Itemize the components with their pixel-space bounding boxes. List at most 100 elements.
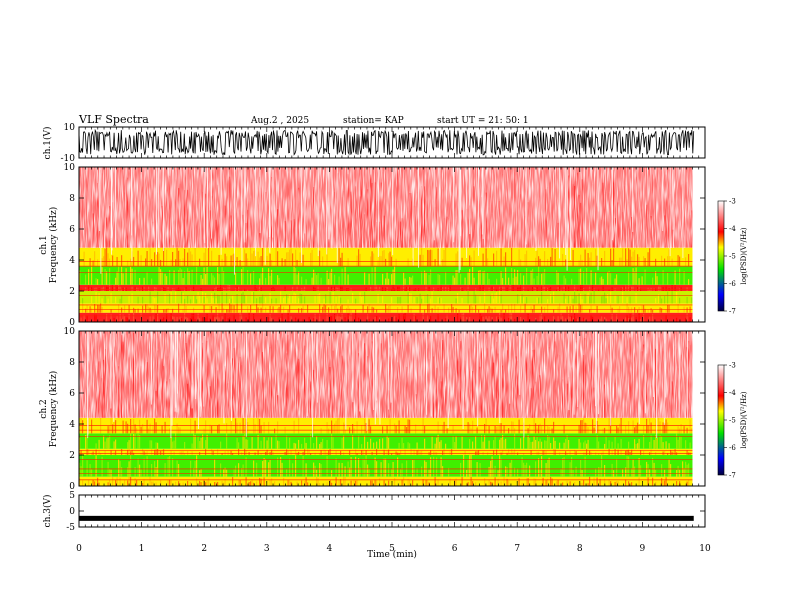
- spectrogram-streak: [580, 304, 582, 313]
- spectrogram-streak: [578, 303, 580, 313]
- spectrogram-streak: [113, 441, 115, 449]
- spectrogram-streak: [587, 292, 589, 304]
- spectrogram-streak: [320, 277, 322, 285]
- spectrogram-streak: [575, 318, 577, 322]
- spectrogram-streak: [461, 257, 463, 267]
- spectrogram-streak: [628, 285, 630, 291]
- spectrogram-streak: [422, 479, 424, 486]
- spectrogram-streak: [386, 286, 388, 291]
- spectrogram-streak: [604, 292, 606, 304]
- spectrogram-streak: [571, 315, 573, 322]
- spectrogram-streak: [499, 286, 501, 291]
- spectrogram-streak: [152, 314, 154, 322]
- spectrogram-streak: [580, 459, 582, 477]
- spectrogram-streak: [437, 248, 439, 267]
- spectrogram-streak: [463, 313, 465, 322]
- spectrogram-streak: [361, 425, 363, 434]
- spectrogram-streak: [190, 418, 192, 434]
- spectrogram-streak: [626, 314, 628, 322]
- spectrogram-streak: [151, 309, 153, 313]
- spectrogram-streak: [161, 450, 163, 455]
- spectrogram-streak: [511, 268, 513, 285]
- spectrogram-streak: [275, 434, 277, 449]
- spectrogram-streak: [467, 422, 469, 434]
- spectrogram-streak: [482, 285, 484, 291]
- spectrogram-streak: [580, 442, 582, 449]
- spectrogram-streak: [623, 286, 625, 291]
- spectrogram-streak: [625, 285, 627, 291]
- spectrogram-streak: [665, 419, 667, 434]
- spectrogram-streak: [637, 443, 639, 449]
- spectrogram-streak: [614, 448, 616, 455]
- spectrogram-streak: [107, 298, 109, 304]
- spectrogram-streak: [236, 303, 238, 313]
- spectrogram-streak: [88, 449, 90, 455]
- spectrogram-streak: [545, 450, 547, 455]
- spectrogram-streak: [446, 314, 448, 322]
- spectrogram-streak: [302, 319, 304, 322]
- spectrogram-streak: [137, 296, 139, 304]
- spectrogram-streak: [359, 292, 361, 304]
- spectrogram-streak: [356, 453, 358, 455]
- spectrogram-streak: [142, 483, 144, 486]
- spectrogram-streak: [350, 313, 352, 322]
- spectrogram-streak: [443, 304, 445, 313]
- spectrogram-streak: [602, 295, 604, 304]
- spectrogram-streak: [296, 481, 298, 486]
- spectrogram-streak: [625, 479, 627, 486]
- spectrogram-streak: [514, 318, 516, 322]
- colorbar-label: log(PSD)(V²/Hz): [740, 227, 748, 284]
- spectrogram-streak: [629, 314, 631, 322]
- spectrogram-streak: [280, 457, 282, 477]
- spectrogram-streak: [590, 315, 592, 322]
- spectrogram-streak: [193, 313, 195, 322]
- spectrogram-streak: [137, 250, 139, 267]
- spectrogram-streak: [319, 483, 321, 486]
- spectrogram-streak: [424, 425, 426, 434]
- spectrogram-streak: [229, 298, 231, 304]
- spectrogram-streak: [277, 275, 279, 285]
- spectrogram-streak: [241, 303, 243, 313]
- spectrogram-streak: [97, 304, 99, 313]
- spectrogram-streak: [200, 437, 202, 449]
- spectrogram-streak: [404, 449, 406, 455]
- spectrogram-streak: [151, 259, 153, 267]
- spectrogram-streak: [581, 285, 583, 291]
- spectrogram-streak: [221, 291, 223, 304]
- spectrogram-streak: [239, 312, 241, 322]
- spectrogram-streak: [536, 275, 538, 285]
- spectrogram-streak: [358, 317, 360, 322]
- spectrogram-streak: [407, 258, 409, 267]
- spectrogram-streak: [604, 316, 606, 322]
- spectrogram-streak: [649, 469, 651, 477]
- spectrogram-streak: [676, 291, 678, 304]
- spectrogram-streak: [134, 308, 136, 313]
- spectrogram-streak: [295, 443, 297, 449]
- spectrogram-streak: [691, 428, 693, 434]
- y-tick-label: 6: [69, 389, 75, 399]
- spectrogram-streak: [157, 251, 159, 267]
- spectrogram-streak: [326, 456, 328, 477]
- spectrogram-streak: [350, 457, 352, 477]
- colorbar-tick-label: -5: [729, 417, 736, 425]
- spectrogram-streak: [530, 270, 532, 285]
- spectrogram-streak: [539, 423, 541, 434]
- spectrogram-streak: [602, 428, 604, 434]
- panel-frame: [78, 330, 706, 487]
- spectrogram-streak: [347, 299, 349, 304]
- spectrogram-streak: [101, 298, 103, 304]
- spectrogram-streak: [407, 304, 409, 313]
- spectrogram-streak: [407, 478, 409, 486]
- spectrogram-streak: [301, 443, 303, 449]
- spectrogram-streak: [359, 253, 361, 267]
- spectrogram-streak: [659, 285, 661, 291]
- spectrogram-streak: [85, 308, 87, 313]
- spectrogram-streak: [106, 271, 108, 285]
- y-tick-label: 6: [69, 225, 75, 235]
- spectrogram-streak: [143, 285, 145, 291]
- spectrogram-streak: [344, 423, 346, 434]
- spectrogram-streak: [268, 421, 270, 434]
- spectrogram-streak: [307, 304, 309, 313]
